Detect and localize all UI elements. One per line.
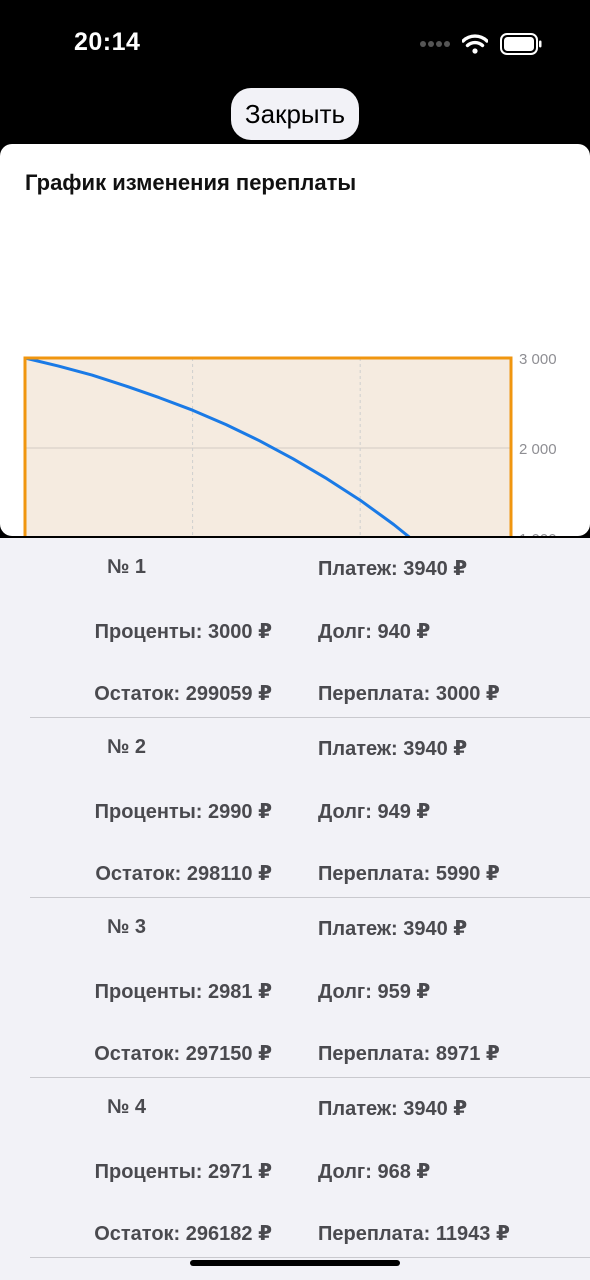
battery-icon — [500, 33, 542, 55]
payment-overpay: Переплата: 5990 ₽ — [318, 863, 500, 885]
payment-interest: Проценты: 2990 ₽ — [94, 801, 272, 823]
payment-debt: Долг: 959 ₽ — [318, 981, 431, 1003]
status-bar: 20:14 — [0, 0, 590, 88]
payment-amount: Платеж: 3940 ₽ — [318, 738, 468, 760]
cellular-signal-icon — [420, 41, 450, 47]
payment-debt: Долг: 949 ₽ — [318, 801, 431, 823]
payment-number: № 2 — [107, 736, 146, 758]
payment-interest: Проценты: 2981 ₽ — [94, 981, 272, 1003]
payment-row: № 2 Проценты: 2990 ₽ Остаток: 298110 ₽ Плат… — [30, 718, 590, 898]
y-tick-label: 3 000 — [519, 351, 557, 368]
payment-debt: Долг: 940 ₽ — [318, 621, 431, 643]
payment-number: № 1 — [107, 556, 146, 578]
payment-number: № 3 — [107, 916, 146, 938]
payment-overpay: Переплата: 3000 ₽ — [318, 683, 500, 705]
payment-number: № 4 — [107, 1096, 146, 1118]
payment-amount: Платеж: 3940 ₽ — [318, 558, 468, 580]
payment-interest: Проценты: 3000 ₽ — [94, 621, 272, 643]
y-tick-label: 2 000 — [519, 441, 557, 458]
payment-interest: Проценты: 2971 ₽ — [94, 1161, 272, 1183]
payment-remaining: Остаток: 296182 ₽ — [94, 1223, 272, 1245]
home-indicator — [190, 1260, 400, 1266]
series-line — [23, 356, 411, 536]
payment-debt: Долг: 968 ₽ — [318, 1161, 431, 1183]
chart-card: График изменения переплаты 3 000 2 000 1 0… — [0, 144, 590, 536]
close-button[interactable]: Закрыть — [230, 88, 360, 140]
status-icons — [420, 32, 542, 56]
y-tick-label: 1 000 — [519, 531, 557, 536]
chart-title: График изменения переплаты — [25, 170, 357, 195]
payment-row: № 1 Проценты: 3000 ₽ Остаток: 299059 ₽ Плат… — [30, 538, 590, 718]
payment-row: № 3 Проценты: 2981 ₽ Остаток: 297150 ₽ Плат… — [30, 898, 590, 1078]
close-button-wrap: Закрыть — [0, 88, 590, 140]
status-time: 20:14 — [74, 28, 141, 56]
payment-remaining: Остаток: 298110 ₽ — [95, 863, 272, 885]
payment-amount: Платеж: 3940 ₽ — [318, 1098, 468, 1120]
payment-amount: Платеж: 3940 ₽ — [318, 918, 468, 940]
payment-remaining: Остаток: 297150 ₽ — [94, 1043, 272, 1065]
payment-overpay: Переплата: 11943 ₽ — [318, 1223, 510, 1245]
payment-remaining: Остаток: 299059 ₽ — [94, 683, 272, 705]
wifi-icon — [462, 34, 488, 54]
plot-border — [23, 356, 513, 536]
payments-list[interactable]: № 1 Проценты: 3000 ₽ Остаток: 299059 ₽ Плат… — [0, 538, 590, 1280]
payment-row: № 4 Проценты: 2971 ₽ Остаток: 296182 ₽ Плат… — [30, 1078, 590, 1258]
payment-overpay: Переплата: 8971 ₽ — [318, 1043, 500, 1065]
